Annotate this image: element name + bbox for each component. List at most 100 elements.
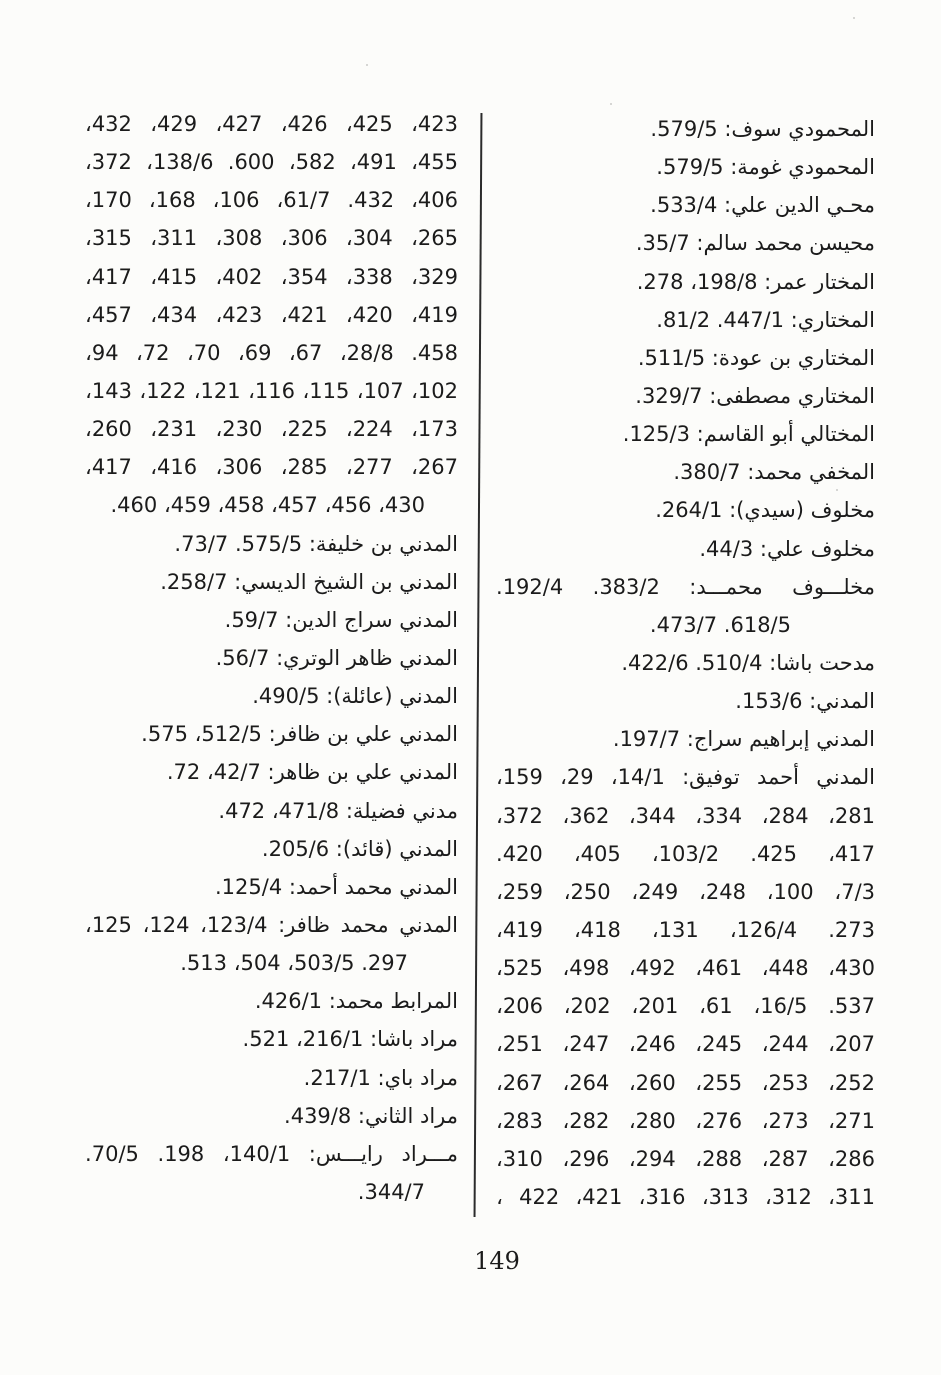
- index-token: 115،: [302, 378, 350, 403]
- index-token: 201،: [631, 994, 679, 1019]
- index-token: 140/1،: [222, 1141, 291, 1166]
- index-line: 207، 244، 245، 246، 247، 251،: [496, 1025, 875, 1063]
- scan-speck: [853, 17, 855, 19]
- index-token: ،: [496, 1184, 503, 1209]
- index-token: 225،: [280, 417, 328, 442]
- index-token: 283،: [496, 1108, 543, 1133]
- index-line: 406، 432. 61/7، 106، 168، 170،: [85, 181, 458, 219]
- index-token: 138/6،: [146, 150, 214, 175]
- scan-speck: [610, 103, 612, 105]
- index-line: 267، 277، 285، 306، 416، 417،: [85, 448, 458, 486]
- index-token: 338،: [345, 264, 393, 289]
- index-entry-line: المخفي محمد: 380/7.: [673, 460, 875, 485]
- index-token: 251،: [496, 1032, 543, 1057]
- index-entry-line: المدني إبراهيم سراج: 197/7.: [612, 727, 875, 752]
- index-token: 313،: [701, 1184, 749, 1209]
- index-token: 311،: [828, 1184, 875, 1209]
- index-token: 294،: [628, 1146, 676, 1171]
- index-entry-line: المدني علي بن ظاهر: 42/7، 72.: [166, 760, 458, 785]
- index-entry-line: المختار عمر: 198/8، 278.: [636, 269, 875, 294]
- index-line: 344/7.: [357, 1179, 425, 1204]
- index-token: 416،: [150, 455, 198, 480]
- index-token: 192/4.: [496, 574, 564, 599]
- index-token: 457،: [85, 302, 132, 327]
- index-token: 491،: [349, 150, 397, 175]
- index-entry-line: مدحت باشا: 510/4. 422/6.: [621, 650, 875, 675]
- index-token: 354،: [280, 264, 328, 289]
- index-token: 259،: [496, 879, 543, 904]
- index-token: 417،: [85, 455, 132, 480]
- index-line: 329، 338، 354، 402، 415، 417،: [85, 258, 458, 296]
- index-token: 106،: [212, 188, 260, 213]
- index-token: 61/7،: [276, 188, 331, 213]
- index-entry-line: المختاري مصطفى: 329/7.: [635, 383, 875, 408]
- index-token: 600.: [227, 150, 275, 175]
- index-line: 102، 107، 115، 116، 121، 122، 143،: [85, 372, 458, 410]
- index-token: 206،: [496, 994, 543, 1019]
- index-line: 273. 126/4، 131، 418، 419،: [496, 911, 875, 949]
- index-token: محمد: [340, 912, 389, 937]
- index-entry-line: مخلوف علي: 44/3.: [699, 536, 875, 561]
- index-token: 498،: [562, 956, 610, 981]
- index-token: 362،: [562, 803, 610, 828]
- index-token: 198.: [157, 1141, 205, 1166]
- index-token: 288،: [695, 1146, 743, 1171]
- index-line: 455، 491، 582، 600. 138/6، 372،: [85, 143, 458, 181]
- index-token: 107،: [356, 378, 404, 403]
- index-entry-line: محـي الدين علي: 533/4.: [650, 193, 875, 218]
- index-line: 265، 304، 306، 308، 311، 315،: [85, 219, 458, 257]
- index-token: 124،: [142, 912, 190, 937]
- index-token: 125،: [85, 912, 132, 937]
- index-token: المدني: [816, 765, 875, 790]
- index-token: 425.: [750, 841, 798, 866]
- index-token: 316،: [638, 1184, 686, 1209]
- index-entry-line: المدني محمد أحمد: 125/4.: [214, 874, 458, 899]
- index-token: مـــراد: [401, 1141, 458, 1166]
- index-token: 296،: [562, 1146, 610, 1171]
- index-token: 420.: [496, 841, 543, 866]
- index-token: 448،: [761, 956, 809, 981]
- index-token: 159،: [496, 765, 543, 790]
- index-token: 344،: [628, 803, 676, 828]
- index-token: 329،: [411, 264, 458, 289]
- index-entry-line: المختاري: 447/1. 81/2.: [656, 307, 875, 332]
- index-token: 582،: [288, 150, 336, 175]
- index-line: 537. 16/5، 61، 201، 202، 206،: [496, 987, 875, 1025]
- index-token: 70،: [186, 340, 221, 365]
- index-token: 434،: [150, 302, 198, 327]
- index-token: 250،: [563, 879, 611, 904]
- index-token: 455،: [411, 150, 458, 175]
- index-token: 282،: [562, 1108, 610, 1133]
- index-token: 123/4،: [200, 912, 268, 937]
- index-token: ظافر:: [278, 912, 330, 937]
- scan-speck: [366, 64, 368, 66]
- index-token: 281،: [828, 803, 875, 828]
- index-token: 537.: [828, 994, 875, 1019]
- index-token: 315،: [85, 226, 132, 251]
- index-entry-line: المدني ظاهر الوتري: 56/7.: [215, 645, 458, 670]
- index-token: 425،: [345, 112, 393, 136]
- index-token: 372،: [496, 803, 543, 828]
- index-token: المدني: [399, 912, 458, 937]
- index-token: 304،: [345, 226, 393, 251]
- index-token: 28/8،: [339, 340, 394, 365]
- index-token: 230،: [215, 417, 263, 442]
- index-entry-line: المدني بن خليفة: 575/5. 73/7.: [174, 531, 458, 556]
- index-token: 70/5.: [85, 1141, 139, 1166]
- index-token: 423،: [215, 302, 263, 327]
- index-token: 423،: [411, 112, 458, 136]
- index-token: 202،: [563, 994, 611, 1019]
- index-line: 281، 284، 334، 344، 362، 372،: [496, 797, 875, 835]
- index-token: 260،: [85, 417, 132, 442]
- index-token: 432.: [347, 188, 395, 213]
- index-token: 231،: [150, 417, 198, 442]
- index-token: 310،: [496, 1146, 543, 1171]
- index-token: 255،: [695, 1070, 743, 1095]
- index-entry-line: المحمودي غومة: 579/5.: [656, 155, 875, 180]
- index-token: 280،: [628, 1108, 676, 1133]
- index-token: 267،: [411, 455, 458, 480]
- index-column-right: المحمودي سوف: 579/5. المحمودي غومة: 579/5…: [496, 110, 875, 1216]
- index-token: 422: [519, 1184, 560, 1209]
- index-token: 94،: [85, 340, 119, 365]
- index-token: 427،: [215, 112, 263, 136]
